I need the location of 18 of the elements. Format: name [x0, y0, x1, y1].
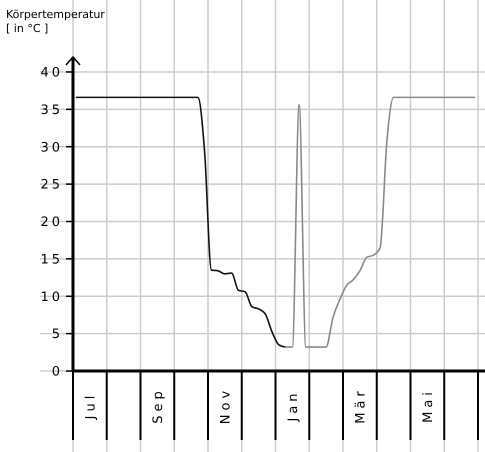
y-axis-title: Körpertemperatur [ in °C ] — [6, 8, 106, 35]
y-tick-label: 20 — [40, 215, 63, 230]
y-tick-label: 40 — [40, 66, 63, 80]
y-tick-label: 5 — [52, 327, 63, 342]
x-tick-label: Nov — [218, 386, 234, 424]
y-tick-label: 15 — [40, 252, 63, 268]
x-tick-label: Sep — [150, 387, 166, 424]
x-tick-label: Jan — [286, 389, 301, 423]
y-tick-label: 30 — [40, 140, 63, 156]
line-series — [284, 96, 476, 348]
x-tick-label: Mär — [353, 387, 368, 424]
y-tick-label: 0 — [52, 364, 63, 380]
y-tick-label: 10 — [40, 290, 63, 305]
line-series — [76, 96, 286, 348]
x-tick-label: Mai — [420, 388, 436, 423]
y-tick-label: 35 — [40, 102, 63, 118]
x-tick-label: Jul — [83, 392, 98, 420]
y-tick-label: 25 — [40, 178, 63, 193]
